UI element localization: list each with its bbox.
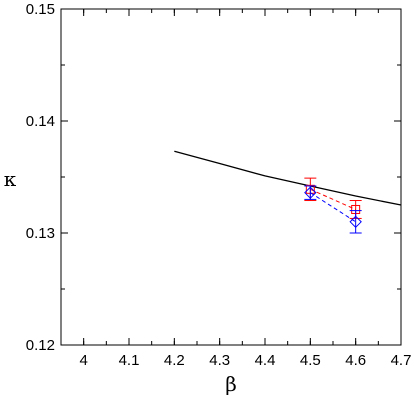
y-tick-label: 0.12 bbox=[26, 337, 55, 354]
series-2-point bbox=[349, 215, 362, 229]
x-tick-label: 4.2 bbox=[164, 352, 185, 369]
x-tick-label: 4.5 bbox=[300, 352, 321, 369]
x-tick-label: 4.1 bbox=[119, 352, 140, 369]
x-tick-label: 4.3 bbox=[209, 352, 230, 369]
y-tick-label: 0.13 bbox=[26, 225, 55, 242]
y-axis-label: κ bbox=[4, 167, 17, 191]
y-axis: 0.12 0.13 0.14 0.15 bbox=[26, 1, 401, 354]
x-tick-label: 4 bbox=[79, 352, 87, 369]
series-2-point bbox=[304, 186, 317, 199]
series-0-line bbox=[174, 150, 402, 206]
plot-area bbox=[174, 150, 402, 234]
series-2-line bbox=[310, 192, 356, 223]
y-tick-label: 0.15 bbox=[26, 1, 55, 18]
x-tick-label: 4.6 bbox=[345, 352, 366, 369]
x-axis: 4 4.1 4.2 4.3 4.4 4.5 4.6 4.7 bbox=[60, 9, 412, 369]
x-tick-label: 4.4 bbox=[255, 352, 276, 369]
y-tick-label: 0.14 bbox=[26, 113, 55, 130]
x-axis-label: β bbox=[225, 372, 237, 396]
plot-frame bbox=[60, 8, 402, 346]
series-1-line bbox=[310, 188, 356, 210]
x-tick-label: 4.7 bbox=[391, 352, 412, 369]
